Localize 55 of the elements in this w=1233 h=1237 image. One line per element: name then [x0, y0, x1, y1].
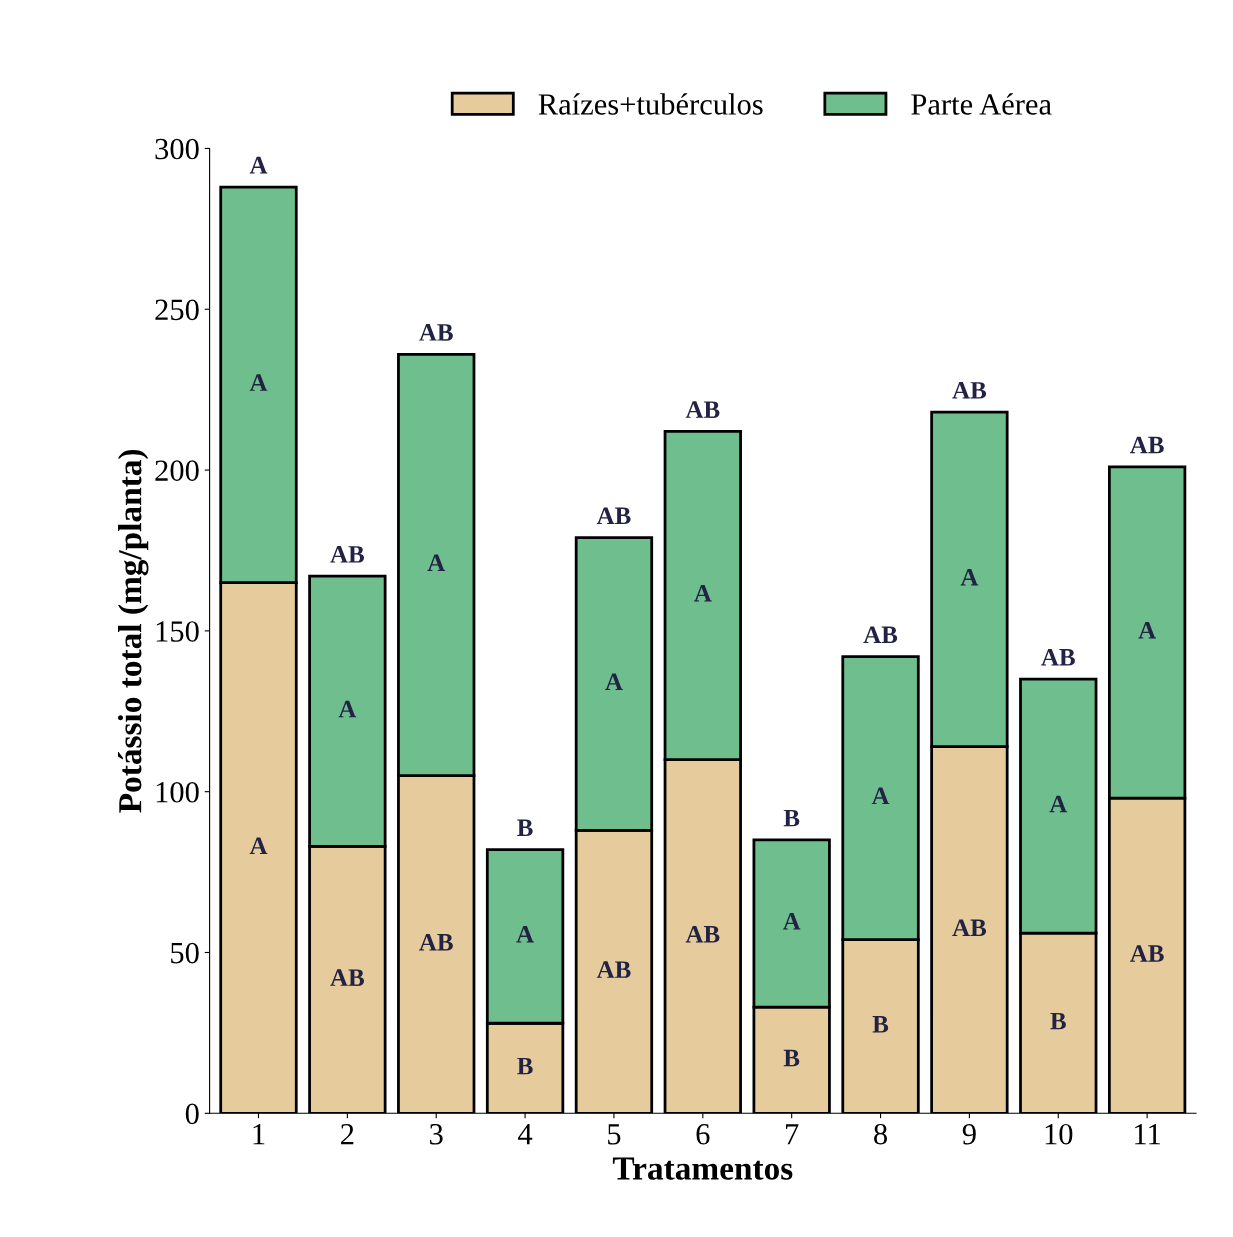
x-tick-label: 8 [874, 1123, 888, 1145]
total-label: AB [596, 507, 631, 525]
data-label: B [517, 1057, 533, 1075]
data-label: A [427, 554, 446, 571]
legend-label: Raízes+tubérculos [538, 93, 763, 115]
data-label: AB [419, 933, 453, 951]
y-tick-label: 250 [155, 299, 199, 321]
x-tick-label: 3 [430, 1123, 443, 1145]
total-label: AB [1041, 648, 1075, 666]
y-tick-label: 150 [156, 621, 199, 642]
total-label: B [783, 809, 800, 827]
data-label: AB [685, 925, 720, 943]
data-label: A [338, 700, 357, 718]
y-tick-label: 0 [185, 1103, 199, 1125]
total-label: A [249, 156, 268, 174]
data-label: A [960, 568, 979, 586]
data-label: A [1049, 795, 1068, 813]
x-axis-title: Tratamentos [612, 1157, 793, 1180]
total-label: AB [685, 401, 720, 418]
total-label: AB [863, 626, 898, 644]
legend-label: Parte Aérea [911, 93, 1052, 115]
x-tick-label: 9 [962, 1123, 976, 1145]
total-label: AB [1130, 436, 1164, 454]
y-axis-title: Potássio total (mg/planta) [117, 449, 149, 813]
y-tick-label: 300 [155, 138, 199, 160]
data-label: B [783, 1049, 800, 1067]
y-tick-label: 200 [155, 460, 199, 481]
x-tick-label: 2 [341, 1123, 354, 1145]
x-tick-label: 4 [518, 1124, 533, 1145]
total-label: AB [952, 382, 987, 399]
total-label: AB [330, 546, 365, 563]
x-tick-label: 5 [608, 1124, 621, 1145]
data-label: B [872, 1016, 889, 1033]
data-label: A [249, 837, 268, 854]
data-label: A [694, 585, 712, 602]
y-tick-label: 100 [156, 781, 199, 803]
x-tick-label: 7 [786, 1124, 799, 1145]
x-tick-label: 1 [253, 1124, 265, 1145]
data-label: A [516, 925, 534, 943]
total-label: B [517, 819, 533, 836]
data-label: A [249, 374, 268, 391]
y-tick-label: 50 [171, 942, 199, 964]
data-label: AB [330, 969, 365, 986]
data-label: A [605, 673, 623, 690]
x-tick-label: 11 [1135, 1124, 1161, 1145]
data-label: AB [1130, 945, 1164, 962]
data-label: A [782, 913, 801, 930]
data-label: A [871, 787, 890, 805]
data-label: B [1050, 1012, 1066, 1030]
data-label: A [1138, 621, 1156, 639]
total-label: AB [419, 324, 453, 341]
x-tick-label: 10 [1045, 1123, 1073, 1145]
data-label: AB [952, 919, 987, 937]
data-label: AB [596, 961, 631, 978]
x-tick-label: 6 [696, 1123, 710, 1145]
